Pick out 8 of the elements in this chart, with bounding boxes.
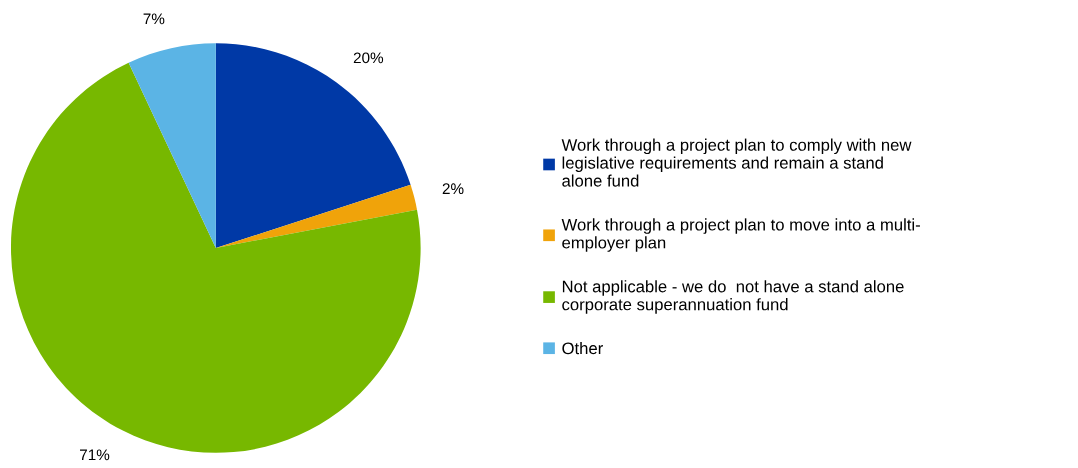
data-label: 71% <box>80 449 110 461</box>
legend-label: Work through a project plan to comply with new legislative requirements and remain a stand alone fund <box>561 138 912 187</box>
data-label: 20% <box>353 52 384 64</box>
data-label: 7% <box>143 13 165 25</box>
legend-label: Other <box>562 341 603 355</box>
legend-label: Work through a project plan to move into a multi- employer plan <box>561 218 920 252</box>
legend-label: Not applicable - we do not have a stand alone corporate superannuation fund <box>562 280 904 314</box>
data-label: 2% <box>442 183 464 195</box>
